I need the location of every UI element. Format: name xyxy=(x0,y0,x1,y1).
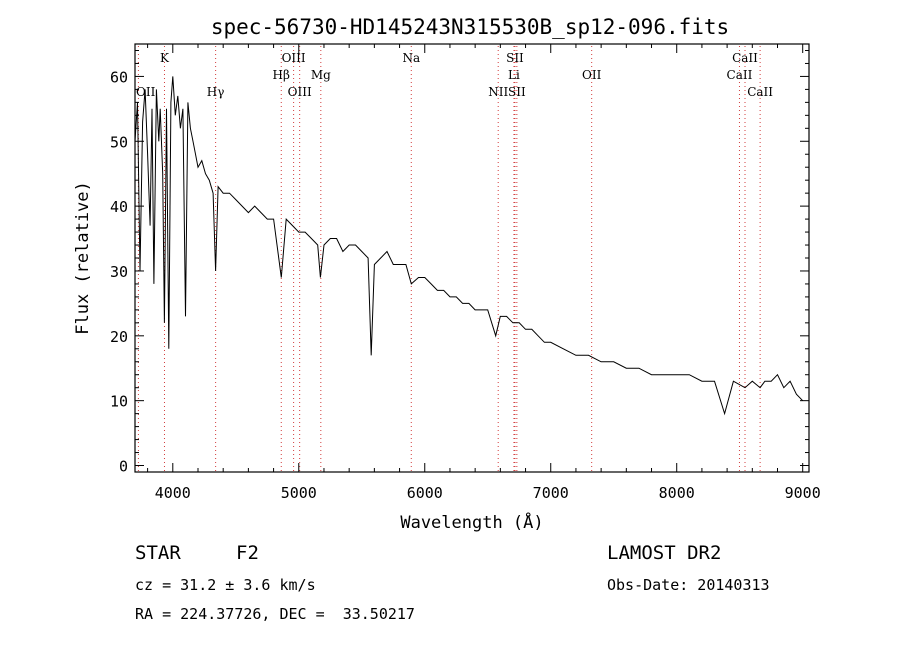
y-tick-label: 60 xyxy=(110,68,128,86)
spectral-line-label: SII xyxy=(508,85,526,99)
spectral-line-markers xyxy=(137,46,761,472)
object-class: STAR xyxy=(135,542,181,564)
y-tick-label: 30 xyxy=(110,263,128,281)
spectral-line-label: OII xyxy=(136,85,156,99)
plot-frame xyxy=(134,43,810,473)
spectral-line-label: Mg xyxy=(311,68,331,82)
spectral-line-label: OII xyxy=(582,68,602,82)
axis-ticks: 4000 5000 6000 7000 8000 9000 0 10 20 30 40 50 60 xyxy=(110,44,821,502)
spectral-line-label: CaII xyxy=(732,51,758,65)
spectral-line-label: NII xyxy=(488,85,508,99)
spectrum-chart: spec-56730-HD145243N315530B_sp12-096.fit… xyxy=(73,15,821,533)
spectral-line-label: OIII xyxy=(282,51,306,65)
spectral-line-label: CaII xyxy=(727,68,753,82)
observation-date: Obs-Date: 20140313 xyxy=(607,576,770,594)
x-tick-label: 4000 xyxy=(155,484,191,502)
y-axis-label: Flux (relative) xyxy=(73,181,93,335)
spectral-line-label: K xyxy=(160,51,170,65)
coordinates: RA = 224.37726, DEC = 33.50217 xyxy=(135,605,415,623)
x-tick-label: 5000 xyxy=(281,484,317,502)
spectral-line-label: OIII xyxy=(288,85,312,99)
spectral-line-label: Li xyxy=(508,68,520,82)
spectral-line-label: Hβ xyxy=(273,68,290,82)
x-tick-label: 8000 xyxy=(659,484,695,502)
redshift-cz: cz = 31.2 ± 3.6 km/s xyxy=(135,576,316,594)
x-tick-label: 9000 xyxy=(785,484,821,502)
y-tick-label: 10 xyxy=(110,393,128,411)
survey-name: LAMOST DR2 xyxy=(607,542,722,564)
spectral-line-label: Na xyxy=(402,51,420,65)
spectrum-line xyxy=(134,76,804,416)
spectral-line-label: Hγ xyxy=(207,85,225,99)
x-tick-label: 7000 xyxy=(533,484,569,502)
object-subclass: F2 xyxy=(236,542,259,564)
chart-title: spec-56730-HD145243N315530B_sp12-096.fit… xyxy=(211,15,729,39)
spectral-line-label: SII xyxy=(506,51,524,65)
y-tick-label: 40 xyxy=(110,198,128,216)
x-tick-label: 6000 xyxy=(407,484,443,502)
spectral-line-label: CaII xyxy=(747,85,773,99)
y-tick-label: 20 xyxy=(110,328,128,346)
y-tick-label: 0 xyxy=(119,458,128,476)
x-axis-label: Wavelength (Å) xyxy=(400,511,543,533)
y-tick-label: 50 xyxy=(110,133,128,151)
